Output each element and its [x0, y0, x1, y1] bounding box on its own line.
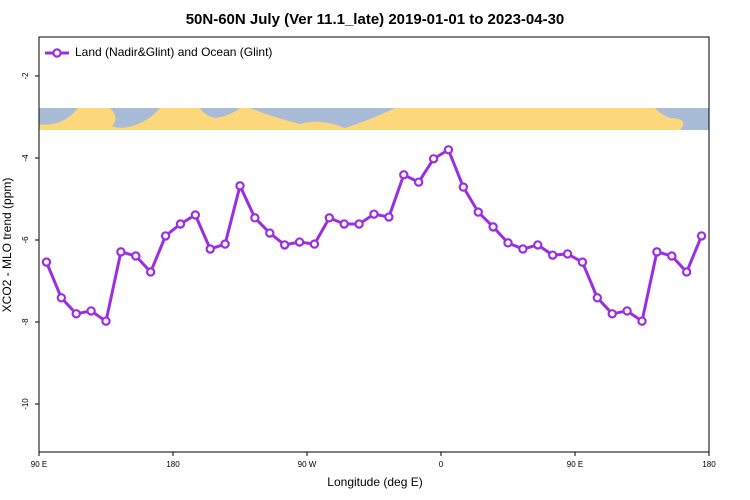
data-point — [71, 309, 81, 319]
data-point — [667, 251, 677, 261]
data-point — [696, 231, 707, 241]
data-point — [41, 257, 52, 267]
data-point — [652, 247, 662, 257]
data-point — [533, 240, 543, 250]
x-tick-label: 180 — [702, 460, 716, 469]
data-point — [399, 170, 409, 180]
y-tick-label: -4 — [21, 154, 30, 162]
series-line — [45, 147, 703, 324]
x-tick-label: 90 E — [31, 460, 47, 469]
data-point — [473, 207, 483, 217]
data-point — [86, 306, 96, 316]
legend-marker — [52, 48, 62, 58]
data-point — [354, 219, 364, 229]
x-tick-label: 90 W — [298, 460, 317, 469]
x-tick-label: 0 — [439, 460, 444, 469]
data-point — [518, 244, 528, 254]
x-tick-label: 180 — [166, 460, 180, 469]
data-point — [190, 210, 201, 220]
data-point — [577, 257, 588, 267]
data-point — [56, 293, 67, 303]
y-tick-label: -8 — [21, 318, 30, 326]
data-point — [145, 267, 156, 277]
data-point — [503, 238, 513, 248]
data-point — [607, 309, 617, 319]
data-point — [116, 247, 126, 257]
data-point — [547, 250, 558, 260]
data-point — [175, 219, 186, 229]
data-point — [324, 213, 335, 223]
data-point — [265, 228, 275, 238]
chart-title: 50N-60N July (Ver 11.1_late) 2019-01-01 … — [186, 11, 565, 28]
y-axis-label: XCO2 - MLO trend (ppm) — [0, 178, 14, 313]
data-point — [428, 154, 439, 164]
data-point — [458, 182, 469, 192]
y-tick-label: -6 — [21, 236, 30, 244]
x-tick-label: 90 E — [567, 460, 583, 469]
data-point — [562, 249, 573, 259]
map-strip — [39, 108, 709, 130]
data-point — [220, 239, 230, 249]
data-point — [592, 293, 603, 303]
legend-label: Land (Nadir&Glint) and Ocean (Glint) — [75, 45, 272, 59]
x-axis-label: Longitude (deg E) — [327, 475, 422, 489]
plot-frame — [38, 36, 710, 453]
data-point — [235, 181, 245, 191]
data-point — [131, 251, 141, 261]
data-point — [681, 267, 692, 277]
data-point — [339, 219, 349, 229]
data-point — [369, 209, 379, 219]
data-point — [309, 239, 320, 249]
data-point — [413, 177, 424, 187]
data-point — [637, 316, 647, 326]
data-point — [250, 213, 260, 223]
data-point — [622, 306, 632, 316]
data-point — [160, 231, 171, 241]
data-point — [294, 237, 305, 247]
data-point — [443, 145, 454, 155]
data-point — [101, 316, 111, 326]
y-tick-label: -10 — [21, 398, 30, 410]
data-point — [279, 240, 290, 250]
data-point — [488, 222, 498, 232]
y-tick-label: -2 — [21, 72, 30, 80]
data-point — [205, 244, 215, 254]
data-point — [384, 212, 394, 222]
